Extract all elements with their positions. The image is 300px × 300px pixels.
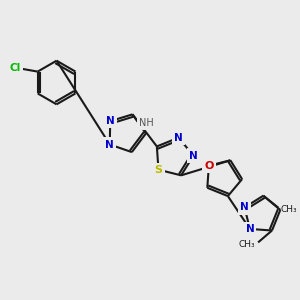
Text: CH₃: CH₃ bbox=[280, 205, 297, 214]
Text: S: S bbox=[154, 165, 163, 175]
Text: Cl: Cl bbox=[9, 63, 20, 73]
Text: N: N bbox=[174, 133, 183, 143]
Text: N: N bbox=[189, 151, 198, 160]
Text: N: N bbox=[245, 224, 254, 234]
Text: N: N bbox=[240, 202, 249, 212]
Text: CH₃: CH₃ bbox=[238, 240, 255, 249]
Text: N: N bbox=[105, 140, 114, 149]
Text: NH: NH bbox=[139, 118, 154, 128]
Text: N: N bbox=[106, 116, 115, 126]
Text: O: O bbox=[204, 161, 214, 171]
